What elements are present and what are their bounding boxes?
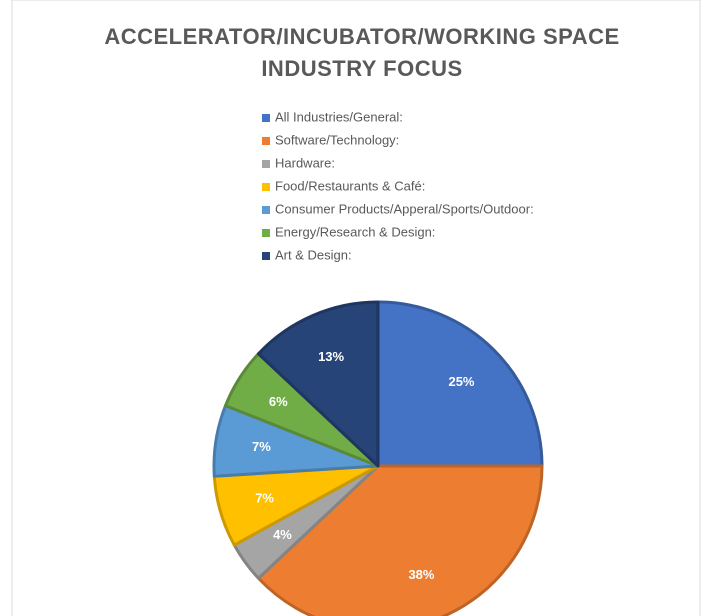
legend-label: Food/Restaurants & Café: bbox=[275, 178, 425, 193]
data-label: 7% bbox=[252, 439, 271, 454]
chart-title: INDUSTRY FOCUS bbox=[261, 56, 462, 81]
legend-swatch bbox=[262, 114, 270, 122]
legend-label: Consumer Products/Apperal/Sports/Outdoor… bbox=[275, 201, 534, 216]
legend-swatch bbox=[262, 183, 270, 191]
data-label: 7% bbox=[255, 490, 274, 505]
data-label: 13% bbox=[318, 349, 344, 364]
legend-label: All Industries/General: bbox=[275, 109, 403, 124]
legend-label: Hardware: bbox=[275, 155, 335, 170]
legend-swatch bbox=[262, 229, 270, 237]
legend-swatch bbox=[262, 252, 270, 260]
pie-slice bbox=[256, 464, 544, 616]
legend-swatch bbox=[262, 137, 270, 145]
data-label: 4% bbox=[273, 527, 292, 542]
legend-swatch bbox=[262, 160, 270, 168]
legend-label: Art & Design: bbox=[275, 247, 352, 262]
chart-title: ACCELERATOR/INCUBATOR/WORKING SPACE bbox=[104, 24, 619, 49]
data-label: 6% bbox=[269, 394, 288, 409]
legend-label: Software/Technology: bbox=[275, 132, 399, 147]
data-label: 38% bbox=[408, 567, 434, 582]
legend-swatch bbox=[262, 206, 270, 214]
data-label: 25% bbox=[448, 374, 474, 389]
pie-slice bbox=[256, 300, 380, 468]
legend-label: Energy/Research & Design: bbox=[275, 224, 435, 239]
pie-slice bbox=[376, 300, 544, 468]
